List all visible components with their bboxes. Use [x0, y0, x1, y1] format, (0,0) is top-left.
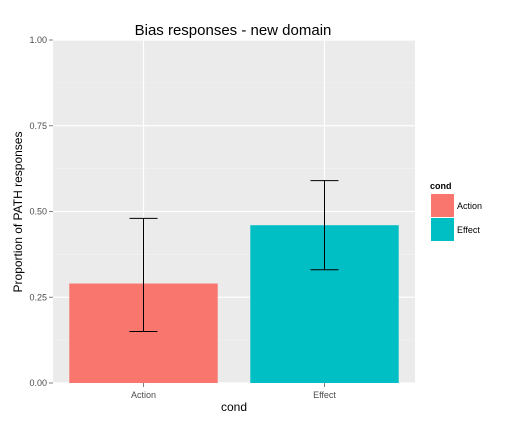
legend-key-effect: [431, 218, 454, 241]
x-axis-ticks: Action Effect: [131, 383, 336, 400]
x-tick-label: Effect: [313, 390, 336, 400]
legend-label: Action: [457, 201, 482, 211]
y-axis-title: Proportion of PATH responses: [11, 132, 25, 293]
legend-key-action: [431, 194, 454, 217]
x-tick-label: Action: [131, 390, 156, 400]
x-axis-title: cond: [221, 400, 247, 414]
legend: cond Action Effect: [430, 181, 482, 241]
y-axis-ticks: 0.00 0.25 0.50 0.75 1.00: [29, 35, 53, 388]
error-bars: [129, 180, 339, 333]
chart-title: Bias responses - new domain: [135, 22, 332, 39]
y-tick-label: 0.25: [29, 292, 47, 302]
legend-label: Effect: [457, 225, 480, 235]
legend-title: cond: [430, 181, 452, 191]
y-tick-label: 0.75: [29, 121, 47, 131]
y-tick-label: 0.50: [29, 207, 47, 217]
y-tick-label: 0.00: [29, 378, 47, 388]
y-tick-label: 1.00: [29, 35, 47, 45]
